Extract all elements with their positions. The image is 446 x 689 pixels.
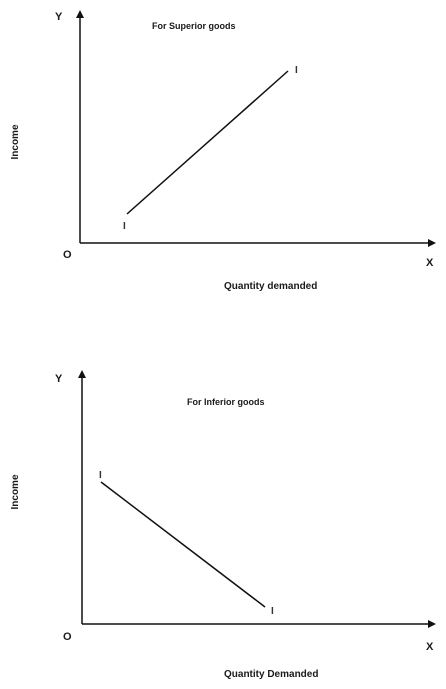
superior-goods-diagram: For Superior goods Y O X Income Quantity… bbox=[10, 10, 436, 292]
y-axis-label: Income bbox=[10, 124, 21, 159]
inferior-goods-diagram: For Inferior goods Y O X Income Quantity… bbox=[10, 370, 436, 680]
income-demand-curve bbox=[100, 481, 266, 608]
curve-end-label: I bbox=[271, 606, 274, 617]
x-axis-letter: X bbox=[426, 641, 434, 653]
diagram-title: For Inferior goods bbox=[187, 397, 265, 407]
origin-label: O bbox=[63, 249, 72, 261]
y-axis-label: Income bbox=[10, 474, 21, 509]
x-axis-label: Quantity Demanded bbox=[224, 669, 318, 680]
y-axis-letter: Y bbox=[55, 373, 63, 385]
curve-start-label: I bbox=[123, 221, 126, 232]
y-axis-letter: Y bbox=[55, 11, 63, 23]
x-axis-label: Quantity demanded bbox=[224, 281, 317, 292]
curve-start-label: I bbox=[99, 470, 102, 481]
diagram-title: For Superior goods bbox=[152, 21, 236, 31]
curve-end-label: I bbox=[295, 65, 298, 76]
origin-label: O bbox=[63, 631, 72, 643]
income-demand-curve bbox=[126, 70, 289, 215]
x-axis-letter: X bbox=[426, 257, 434, 269]
